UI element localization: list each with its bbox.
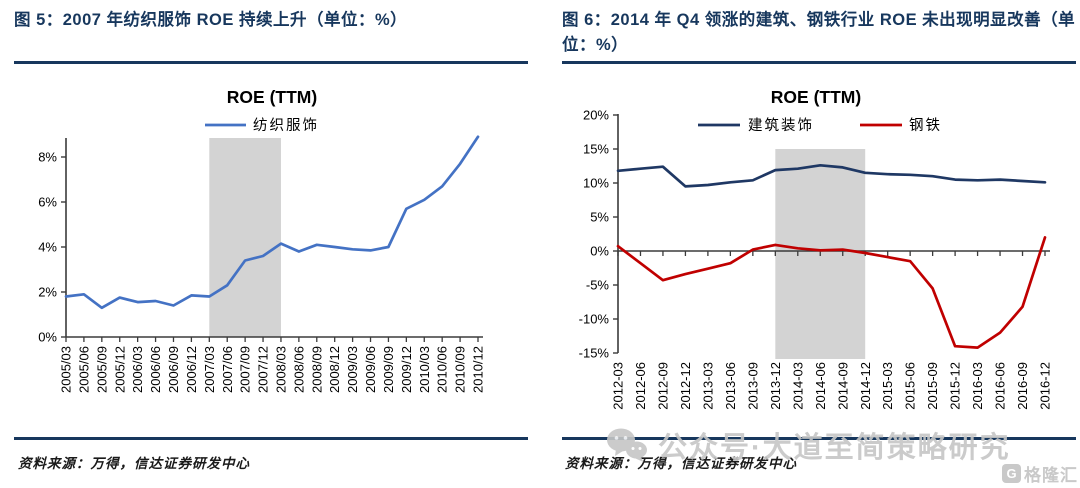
legend-label-建筑装饰: 建筑装饰	[748, 117, 814, 134]
x-category-label: 2007/12	[256, 346, 271, 393]
x-category-label: 2015-03	[880, 362, 895, 410]
figure5-caption: 图 5：2007 年纺织服饰 ROE 持续上升（单位：%）	[14, 11, 408, 29]
x-category-label: 2012-09	[655, 362, 670, 410]
figure5-bottom-rule	[14, 437, 528, 440]
x-category-label: 2008/06	[291, 346, 306, 393]
y-tick-label: 10%	[583, 176, 609, 191]
legend-label-钢铁: 钢铁	[909, 117, 942, 134]
x-category-label: 2013-12	[768, 362, 783, 410]
x-category-label: 2015-12	[948, 362, 963, 410]
y-tick-label: -10%	[579, 312, 610, 327]
x-category-label: 2006/03	[130, 346, 145, 393]
x-category-label: 2016-03	[970, 362, 985, 410]
y-tick-label: 5%	[590, 210, 609, 225]
roe-ttm-textile-chart: 0%2%4%6%8%2005/03 2005/06 2005/09 2005/12 20…	[38, 87, 486, 393]
x-category-label: 2005/06	[76, 346, 91, 393]
x-category-label: 2006/12	[184, 346, 199, 393]
figure6-source-note: 资料来源：万得，信达证券研发中心	[565, 456, 797, 471]
y-tick-label: -5%	[586, 278, 610, 293]
y-tick-label: 0%	[38, 330, 57, 345]
x-category-label: 2007/06	[220, 346, 235, 393]
x-category-label: 2013-06	[723, 362, 738, 410]
figure5-top-rule	[14, 61, 528, 64]
y-tick-label: 8%	[38, 150, 57, 165]
x-category-label: 2014-06	[813, 362, 828, 410]
y-tick-label: 4%	[38, 240, 57, 255]
x-category-label: 2014-03	[790, 362, 805, 410]
x-category-label: 2009/03	[345, 346, 360, 393]
series-line-建筑装饰	[616, 163, 1047, 188]
figure6-caption: 图 6：2014 年 Q4 领涨的建筑、钢铁行业 ROE 未出现明显改善（单位：…	[562, 11, 1076, 54]
figure6-bottom-rule	[562, 437, 1076, 440]
x-category-label: 2010/06	[435, 346, 450, 393]
x-category-label: 2009/12	[399, 346, 414, 393]
x-category-label: 2013-09	[745, 362, 760, 410]
y-tick-label: 15%	[583, 142, 609, 157]
x-category-label: 2015-06	[903, 362, 918, 410]
series-line-纺织服饰	[64, 135, 480, 310]
x-category-label: 2012-03	[611, 362, 626, 410]
x-category-label: 2005/09	[94, 346, 109, 393]
x-category-label: 2008/12	[327, 346, 342, 393]
x-category-label: 2012-12	[678, 362, 693, 410]
legend-label-纺织服饰: 纺织服饰	[253, 117, 319, 134]
x-category-label: 2016-12	[1038, 362, 1053, 410]
roe-ttm-construction-steel-chart: -15% -10% -5% 0% 5% 10% 15% 20% 2012-03 2012-06 20…	[579, 87, 1053, 410]
y-tick-label: 2%	[38, 285, 57, 300]
x-category-label: 2012-06	[633, 362, 648, 410]
x-category-label: 2007/03	[202, 346, 217, 393]
gelonghui-logo: G 格隆汇	[1002, 461, 1078, 486]
figure6-top-rule	[562, 61, 1076, 64]
x-category-label: 2014-12	[858, 362, 873, 410]
x-category-label: 2015-09	[925, 362, 940, 410]
x-category-label: 2006/09	[166, 346, 181, 393]
y-tick-label: -15%	[579, 346, 610, 361]
y-tick-label: 0%	[590, 244, 609, 259]
gelonghui-logo-text: 格隆汇	[1024, 466, 1078, 485]
x-category-label: 2005/03	[59, 346, 74, 393]
x-category-label: 2010/12	[471, 346, 486, 393]
series-line-钢铁	[616, 236, 1047, 349]
x-category-label: 2005/12	[112, 346, 127, 393]
x-category-label: 2006/06	[148, 346, 163, 393]
chart-title: ROE (TTM)	[771, 87, 861, 107]
y-tick-label: 20%	[583, 108, 609, 123]
x-category-label: 2013-03	[700, 362, 715, 410]
x-category-label: 2009/09	[381, 346, 396, 393]
x-category-label: 2016-06	[993, 362, 1008, 410]
x-category-label: 2014-09	[835, 362, 850, 410]
x-category-label: 2007/09	[238, 346, 253, 393]
x-category-label: 2008/09	[309, 346, 324, 393]
x-category-label: 2009/06	[363, 346, 378, 393]
x-category-label: 2010/03	[417, 346, 432, 393]
highlight-band	[209, 138, 281, 337]
y-tick-label: 6%	[38, 195, 57, 210]
figure5-source-note: 资料来源：万得，信达证券研发中心	[18, 456, 250, 471]
x-category-label: 2010/09	[453, 346, 468, 393]
x-category-label: 2008/03	[274, 346, 289, 393]
chart-title: ROE (TTM)	[227, 87, 317, 107]
gelonghui-g-icon: G	[1002, 464, 1021, 483]
x-category-label: 2016-09	[1015, 362, 1030, 410]
